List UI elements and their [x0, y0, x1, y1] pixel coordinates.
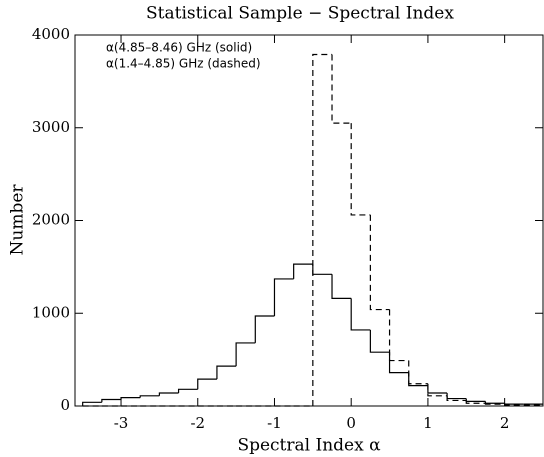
legend-label: α(1.4–4.85) GHz (dashed)	[106, 57, 261, 71]
histogram-step	[408, 372, 428, 387]
histogram-step	[484, 401, 505, 404]
plot-frame	[74, 34, 544, 407]
histogram-step	[139, 395, 160, 398]
histogram-step	[408, 360, 428, 385]
histogram-step	[312, 264, 333, 275]
x-tick-label: 1	[423, 414, 433, 432]
histogram-step	[427, 383, 448, 397]
histogram-step	[465, 400, 486, 404]
histogram-step	[350, 123, 371, 216]
y-tick-label: 0	[60, 396, 70, 414]
y-tick-label: 1000	[32, 303, 70, 321]
histogram-step	[273, 278, 294, 317]
histogram-step	[504, 404, 524, 406]
histogram-step	[446, 393, 467, 400]
x-tick-label: -3	[114, 414, 129, 432]
histogram-step	[177, 388, 198, 394]
histogram-step	[235, 342, 256, 367]
histogram-step	[101, 398, 122, 403]
chart-title: Statistical Sample − Spectral Index	[146, 4, 454, 24]
x-tick-label: -1	[267, 414, 282, 432]
x-tick-label: 2	[500, 414, 510, 432]
histogram-step	[369, 329, 390, 353]
histogram-step	[254, 315, 275, 343]
histogram-step	[388, 309, 409, 362]
histogram-step	[427, 385, 448, 394]
histogram-step	[504, 403, 524, 405]
x-tick-label: -2	[190, 414, 205, 432]
x-axis-label: Spectral Index α	[237, 436, 381, 456]
histogram-step	[331, 274, 352, 300]
histogram-step	[216, 365, 237, 380]
histogram-step	[446, 395, 467, 402]
x-tick-label: 0	[346, 414, 356, 432]
histogram-step	[484, 403, 505, 405]
histogram-step	[465, 398, 486, 402]
y-tick-label: 4000	[32, 25, 70, 43]
y-axis-label: Number	[8, 184, 28, 256]
legend-label: α(4.85–8.46) GHz (solid)	[106, 41, 252, 55]
y-tick-label: 2000	[32, 211, 70, 229]
histogram-step	[120, 397, 141, 400]
histogram-step	[312, 53, 333, 406]
histogram-step	[82, 401, 102, 406]
y-tick-label: 3000	[32, 118, 70, 136]
histogram-step	[197, 378, 217, 390]
histogram-step	[293, 263, 313, 279]
histogram-step	[350, 298, 371, 331]
histogram-step	[388, 352, 409, 374]
histogram-step	[331, 54, 352, 124]
histogram-step	[369, 214, 390, 311]
histogram-step	[158, 392, 179, 396]
